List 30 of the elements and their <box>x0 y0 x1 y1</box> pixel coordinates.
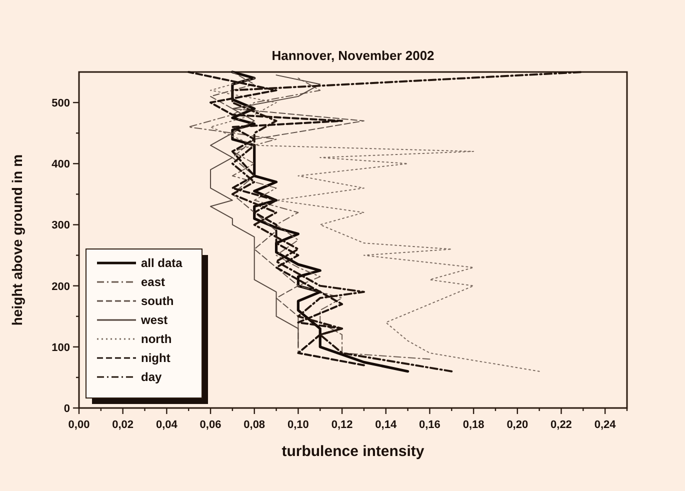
x-tick-label: 0,14 <box>375 419 398 431</box>
legend-label: night <box>141 351 170 365</box>
y-tick-label: 400 <box>52 158 70 171</box>
x-tick-label: 0,10 <box>287 419 309 431</box>
y-tick-label: 200 <box>52 280 70 293</box>
x-tick-label: 0,18 <box>462 419 484 431</box>
legend-label: south <box>141 294 174 308</box>
chart-title: Hannover, November 2002 <box>272 48 434 63</box>
legend-label: all data <box>141 256 183 270</box>
x-tick-label: 0,06 <box>200 419 222 431</box>
x-tick-label: 0,16 <box>419 419 440 431</box>
x-tick-label: 0,22 <box>550 419 572 431</box>
x-tick-label: 0,12 <box>331 419 353 431</box>
legend-label: day <box>141 370 162 384</box>
line-series <box>210 78 540 372</box>
y-tick-label: 300 <box>52 220 70 232</box>
y-tick-label: 500 <box>52 98 70 110</box>
x-tick-label: 0,00 <box>68 419 90 431</box>
legend-label: west <box>140 313 168 327</box>
x-tick-label: 0,24 <box>594 419 617 431</box>
y-tick-label: 100 <box>52 342 70 354</box>
x-tick-label: 0,04 <box>156 419 178 431</box>
legend-label: east <box>141 275 166 289</box>
y-axis-title: height above ground in m <box>9 154 25 326</box>
x-tick-label: 0,02 <box>112 419 134 431</box>
y-tick-label: 0 <box>64 403 70 415</box>
x-tick-label: 0,08 <box>244 419 266 431</box>
x-tick-label: 0,20 <box>506 419 528 431</box>
legend-label: north <box>141 332 172 346</box>
x-axis-title: turbulence intensity <box>282 443 425 460</box>
